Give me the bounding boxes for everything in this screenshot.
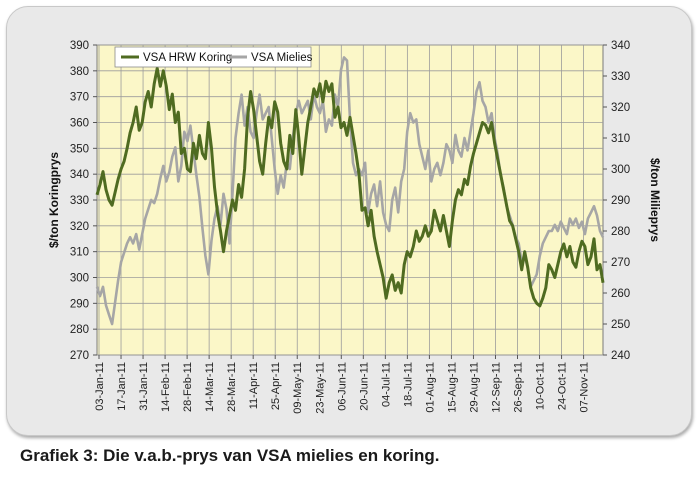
legend: VSA HRW Koring VSA Mielies — [114, 46, 313, 68]
left-tick-label: 330 — [70, 195, 89, 207]
right-tick-label: 280 — [611, 226, 630, 238]
x-tick-label: 11-Apr-11 — [248, 362, 260, 409]
right-tick-label: 310 — [611, 133, 630, 145]
x-tick-label: 03-Jan-11 — [94, 362, 106, 411]
x-tick-label: 20-Jun-11 — [358, 362, 370, 411]
left-axis-label: $/ton Koringprys — [47, 152, 61, 248]
right-axis-ticks: 240 250 260 270 280 290 300 310 320 330 340 — [603, 40, 630, 362]
x-tick-label: 23-May-11 — [314, 362, 326, 414]
x-tick-label: 07-Nov-11 — [579, 362, 591, 413]
left-axis-ticks: 270 280 290 300 310 320 330 340 350 360 370 380 390 — [70, 40, 97, 362]
right-tick-label: 250 — [611, 319, 630, 331]
legend-label: VSA Mielies — [251, 52, 313, 64]
right-tick-label: 240 — [611, 350, 630, 362]
x-tick-label: 15-Aug-11 — [446, 362, 458, 413]
legend-label: VSA HRW Koring — [143, 52, 232, 64]
x-tick-label: 28-Mar-11 — [226, 362, 238, 412]
left-tick-label: 280 — [70, 324, 89, 336]
x-tick-label: 25-Apr-11 — [270, 362, 282, 410]
right-tick-label: 330 — [611, 71, 630, 83]
left-tick-label: 370 — [70, 92, 89, 104]
left-tick-label: 290 — [70, 298, 89, 310]
x-tick-label: 14-Mar-11 — [204, 362, 216, 412]
right-tick-label: 260 — [611, 288, 630, 300]
left-tick-label: 380 — [70, 66, 89, 78]
x-tick-label: 12-Sep-11 — [491, 362, 503, 413]
right-tick-label: 340 — [611, 40, 630, 52]
series-lines — [95, 56, 605, 326]
right-tick-label: 320 — [611, 102, 630, 114]
x-tick-label: 09-May-11 — [292, 362, 304, 414]
x-tick-label: 24-Oct-11 — [557, 362, 569, 410]
x-tick-label: 06-Jun-11 — [336, 362, 348, 411]
right-tick-label: 290 — [611, 195, 630, 207]
left-tick-label: 270 — [70, 350, 89, 362]
x-tick-label: 29-Aug-11 — [468, 362, 480, 413]
left-tick-label: 390 — [70, 40, 89, 52]
left-tick-label: 340 — [70, 169, 89, 181]
x-axis-ticks: 03-Jan-11 17-Jan-11 31-Jan-11 14-Feb-11 28-F… — [94, 355, 591, 414]
left-tick-label: 310 — [70, 247, 89, 259]
right-tick-label: 270 — [611, 257, 630, 269]
x-tick-label: 31-Jan-11 — [138, 362, 150, 411]
left-tick-label: 300 — [70, 273, 89, 285]
x-tick-label: 28-Feb-11 — [182, 362, 194, 412]
x-tick-label: 01-Aug-11 — [424, 362, 436, 413]
left-tick-label: 320 — [70, 221, 89, 233]
x-tick-label: 14-Feb-11 — [160, 362, 172, 412]
left-tick-label: 350 — [70, 143, 89, 155]
right-tick-label: 300 — [611, 164, 630, 176]
x-tick-label: 26-Sep-11 — [513, 362, 525, 413]
series-line-vsa-hrw-koring — [95, 66, 605, 308]
left-tick-label: 360 — [70, 118, 89, 130]
right-axis-label: $/ton Milieprys — [648, 158, 662, 242]
figure-caption: Grafiek 3: Die v.a.b.-prys van VSA mieli… — [20, 446, 440, 465]
x-tick-label: 18-Jul-11 — [402, 362, 414, 407]
x-tick-label: 17-Jan-11 — [116, 362, 128, 411]
x-tick-label: 04-Jul-11 — [380, 362, 392, 407]
legend-box — [114, 46, 312, 68]
x-tick-label: 10-Oct-11 — [535, 362, 547, 410]
line-chart: 270280290300310320330340350360370380390 … — [47, 40, 662, 414]
